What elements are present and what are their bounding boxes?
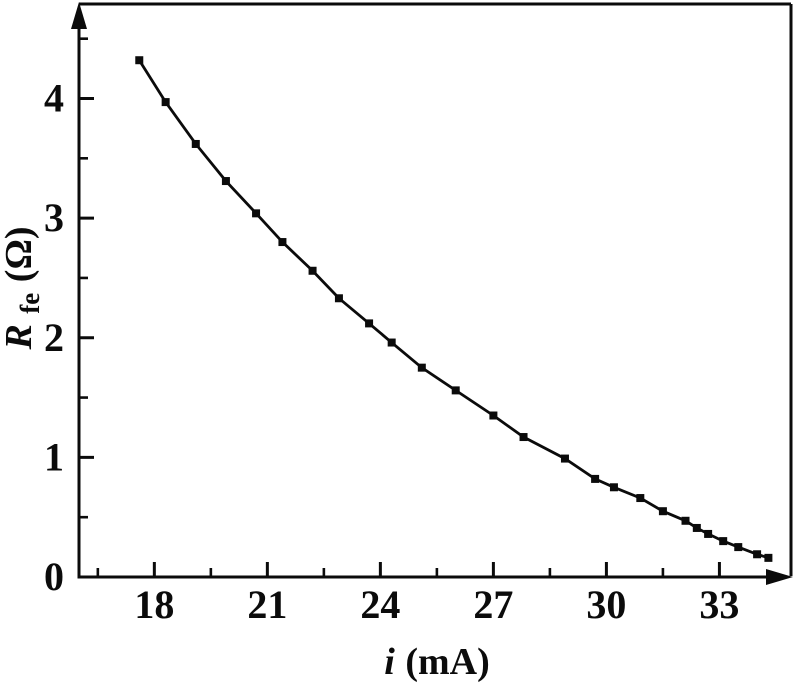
y-tick-label: 2 bbox=[44, 315, 64, 360]
y-tick-label: 4 bbox=[44, 76, 64, 121]
x-axis-ticks bbox=[96, 562, 721, 576]
x-tick-label: 30 bbox=[586, 582, 626, 627]
x-tick-label: 33 bbox=[699, 582, 739, 627]
data-point-marker bbox=[591, 474, 600, 483]
data-point-marker bbox=[519, 433, 528, 442]
data-point-marker bbox=[135, 56, 144, 65]
y-axis-ticks bbox=[80, 37, 94, 579]
data-point-marker bbox=[658, 507, 667, 516]
data-point-marker bbox=[636, 494, 645, 503]
x-axis-label: i (mA) bbox=[384, 641, 489, 683]
y-axis-tick-labels: 0 1 2 3 4 bbox=[44, 76, 64, 599]
data-point-marker bbox=[560, 454, 569, 463]
x-tick-label: 24 bbox=[360, 582, 400, 627]
x-tick-label: 21 bbox=[247, 582, 287, 627]
x-axis-arrow-icon bbox=[766, 569, 793, 585]
data-point-marker bbox=[417, 363, 426, 372]
y-axis-arrow-icon bbox=[71, 2, 87, 29]
x-tick-label: 27 bbox=[473, 582, 513, 627]
data-point-marker bbox=[489, 411, 498, 420]
x-axis-label-unit: (mA) bbox=[405, 641, 489, 683]
data-point-marker bbox=[365, 319, 374, 328]
data-point-marker bbox=[451, 386, 460, 395]
data-point-marker bbox=[692, 523, 701, 532]
series-line bbox=[138, 59, 769, 560]
y-axis-label: R fe (Ω) bbox=[0, 226, 48, 350]
data-series bbox=[135, 56, 773, 562]
data-point-marker bbox=[252, 209, 261, 218]
x-axis-tick-labels: 18 21 24 27 30 33 bbox=[134, 582, 739, 627]
data-point-marker bbox=[764, 553, 773, 562]
data-point-marker bbox=[334, 294, 343, 303]
data-point-marker bbox=[387, 338, 396, 347]
data-point-marker bbox=[609, 483, 618, 492]
data-point-marker bbox=[704, 529, 713, 538]
x-tick-label: 18 bbox=[134, 582, 174, 627]
data-point-marker bbox=[278, 238, 287, 247]
data-point-marker bbox=[221, 177, 230, 186]
y-axis-label-symbol: R bbox=[0, 324, 40, 350]
data-point-marker bbox=[161, 98, 170, 107]
data-point-marker bbox=[681, 516, 690, 525]
data-point-marker bbox=[191, 139, 200, 148]
data-point-marker bbox=[308, 266, 317, 275]
data-point-marker bbox=[734, 543, 743, 552]
y-axis-label-subscript: fe bbox=[15, 293, 45, 314]
y-tick-label: 1 bbox=[44, 434, 64, 479]
y-tick-label: 0 bbox=[44, 554, 64, 599]
data-point-marker bbox=[753, 550, 762, 559]
x-axis-label-symbol: i bbox=[384, 641, 395, 683]
y-axis-label-unit: (Ω) bbox=[0, 226, 40, 282]
y-tick-label: 3 bbox=[44, 195, 64, 240]
data-point-marker bbox=[719, 537, 728, 546]
